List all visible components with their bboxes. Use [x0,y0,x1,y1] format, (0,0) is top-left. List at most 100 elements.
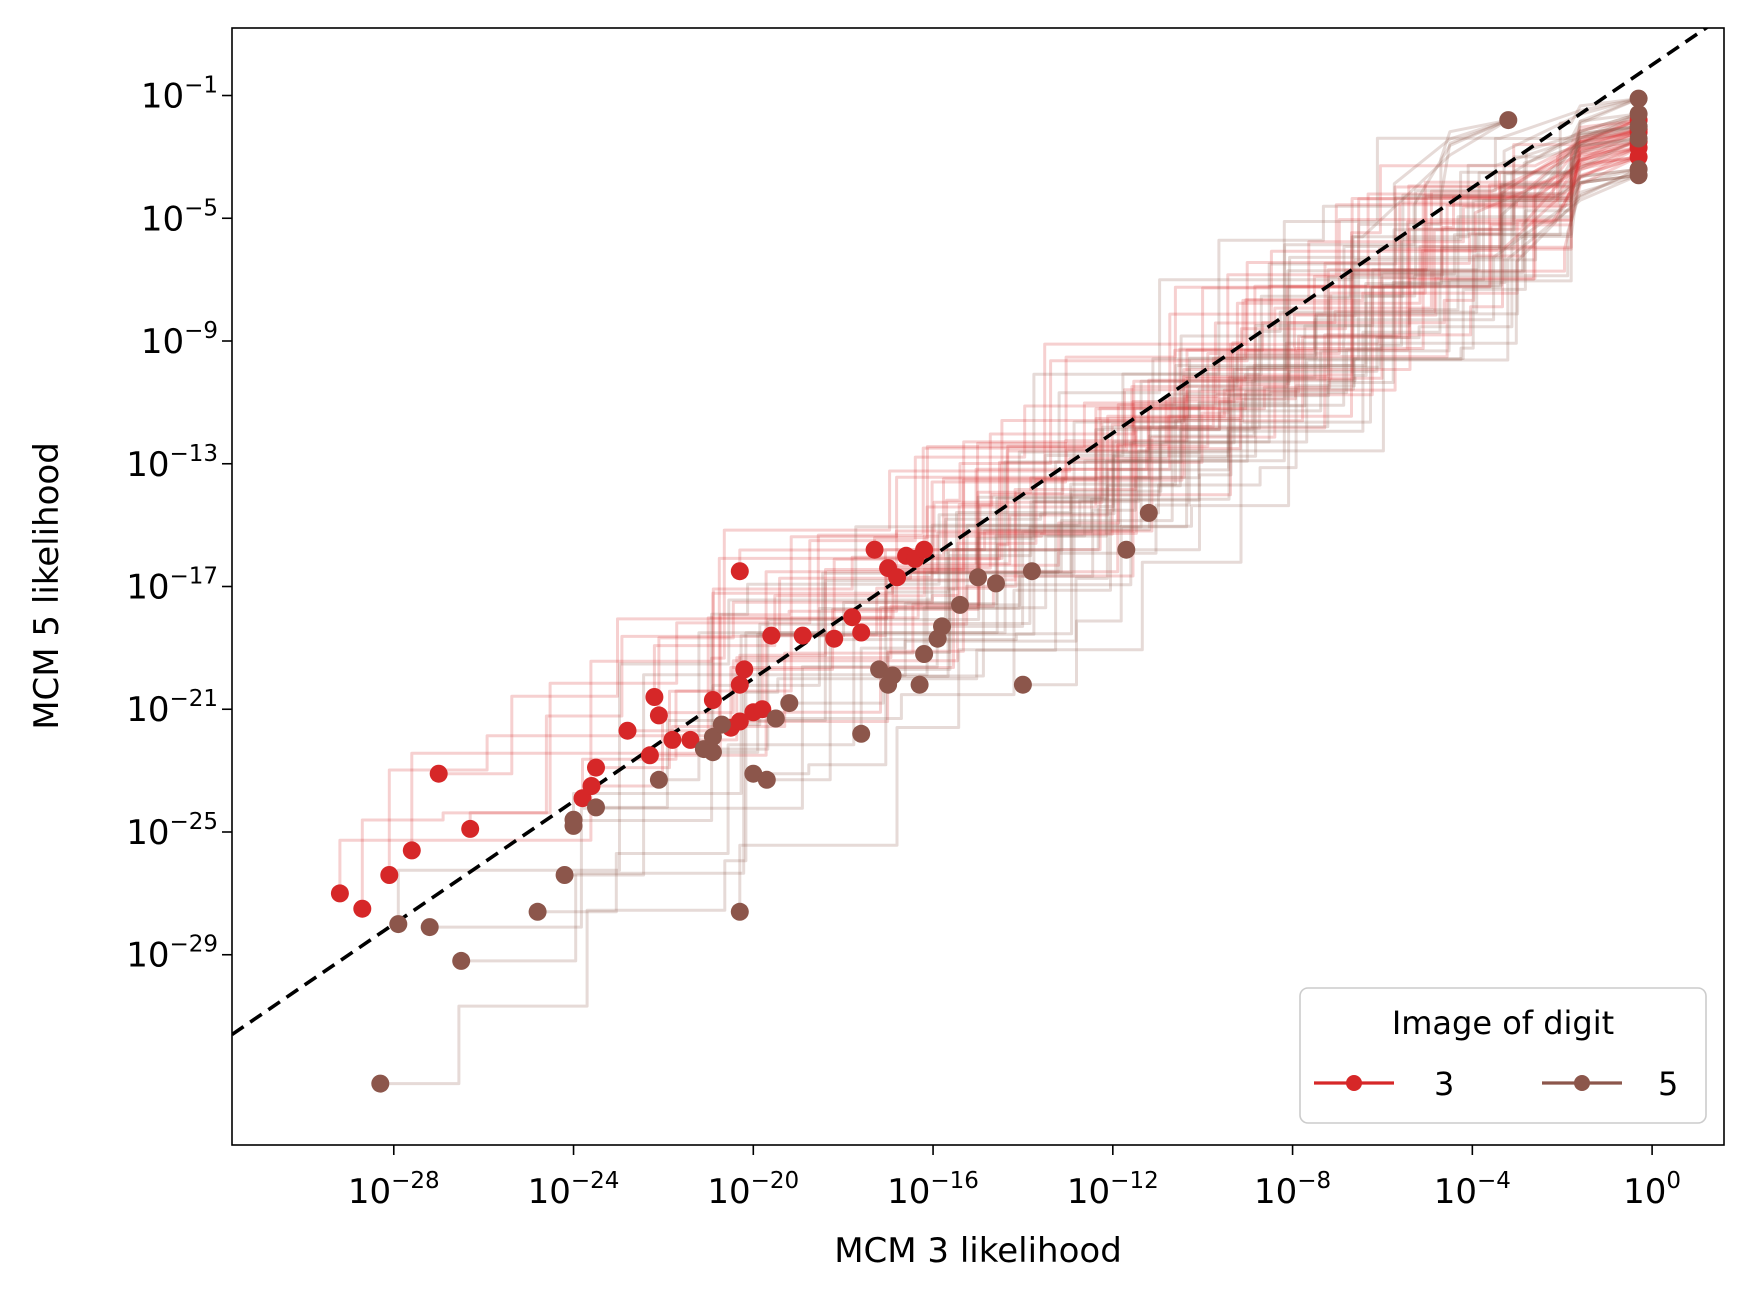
y-tick-label: 10−1 [141,73,218,117]
trajectory-line-series-5 [892,97,1639,677]
trajectory-line-series-3 [760,118,1639,710]
start-point-series-3 [640,746,659,765]
trajectory-line-series-5 [396,97,1639,925]
start-point-series-3 [461,819,480,838]
legend: Image of digit 3 5 [1299,987,1707,1124]
trajectory-line-series-3 [438,140,1640,776]
start-point-series-5 [528,902,547,921]
end-point-series-5 [1629,104,1648,123]
trajectory-line-series-3 [670,146,1640,740]
trajectory-line-series-5 [738,124,1640,912]
trajectory-line-series-3 [738,118,1640,572]
trajectory-line-series-3 [690,155,1640,742]
trajectory-line-series-3 [596,155,1639,770]
start-point-series-3 [843,608,862,627]
start-point-series-5 [969,568,987,587]
start-point-series-3 [645,688,664,706]
trajectory-line-series-5 [775,112,1640,720]
legend-entry-5: 5 [1542,1065,1678,1103]
trajectory-line-series-3 [859,155,1640,633]
trajectory-line-series-5 [1148,173,1639,515]
start-point-series-5 [564,816,583,835]
y-tick-label: 10−17 [126,564,218,608]
trajectory-line-series-3 [649,140,1640,757]
start-point-series-5 [420,918,439,937]
start-point-series-3 [380,866,399,884]
start-point-series-3 [649,706,668,725]
start-point-series-5 [730,902,749,921]
x-tick-label: 10−28 [348,1168,440,1212]
trajectory-line-series-5 [537,167,1640,914]
start-point-series-5 [951,595,969,614]
trajectory-line-series-3 [627,118,1640,733]
legend-box [1299,987,1707,1124]
trajectory-line-series-3 [922,155,1639,550]
start-point-series-5 [883,666,902,685]
trajectory-line-series-5 [1031,124,1639,573]
start-point-series-5 [780,694,799,713]
trajectory-line-series-3 [753,155,1640,714]
trajectory-line-series-3 [852,146,1640,619]
legend-title: Image of digit [1392,1004,1614,1042]
y-axis-ticks: 10−1 10−5 10−9 10−13 10−17 10−21 10−25 10−29 [126,73,232,976]
start-point-series-5 [766,709,785,728]
x-tick-label: 100 [1623,1168,1681,1212]
start-point-series-3 [587,758,605,777]
trajectory-line-series-3 [906,130,1640,558]
trajectory-line-series-5 [703,124,1639,751]
trajectory-line-series-5 [937,167,1639,641]
trajectory-line-series-3 [738,127,1639,685]
trajectory-line-series-5 [879,137,1639,671]
start-point-series-5 [555,866,574,884]
start-point-series-5 [703,743,722,762]
start-point-series-3 [735,660,754,679]
trajectory-line-series-5 [976,118,1509,578]
start-point-series-5 [587,798,605,817]
end-point-series-5 [1629,166,1648,185]
trajectory-line-series-5 [1022,112,1640,687]
trajectory-line-series-3 [387,155,1639,875]
data-points [330,89,1648,1093]
x-tick-label: 10−12 [1067,1168,1159,1212]
end-point-series-3 [1629,147,1648,166]
end-point-series-5 [1629,129,1648,148]
trajectory-line-series-5 [1126,167,1639,552]
start-point-series-3 [703,691,722,709]
start-point-series-5 [712,715,731,734]
trajectory-line-series-3 [729,140,1640,728]
x-tick-label: 10−16 [887,1168,979,1212]
trajectory-line-series-3 [468,127,1640,829]
x-tick-label: 10−20 [707,1168,799,1212]
start-point-series-3 [663,730,682,749]
start-point-series-3 [730,562,749,581]
legend-marker-5 [1574,1075,1590,1091]
trajectory-line-series-3 [652,127,1639,697]
y-tick-label: 10−5 [141,195,218,239]
legend-label-3: 3 [1434,1065,1454,1103]
start-point-series-5 [1117,540,1136,559]
reference-diagonal-line [232,28,1710,1037]
start-point-series-5 [371,1074,390,1093]
start-point-series-5 [1139,503,1158,522]
start-point-series-3 [753,700,772,719]
y-tick-label: 10−29 [126,932,218,976]
x-tick-label: 10−4 [1434,1168,1511,1212]
start-point-series-5 [757,770,776,789]
start-point-series-3 [429,764,448,783]
trajectory-line-series-3 [591,146,1639,788]
trajectory-line-series-5 [596,97,1639,809]
start-point-series-3 [681,730,700,749]
y-axis-label: MCM 5 likelihood [27,442,67,730]
start-point-series-5 [1022,562,1041,581]
trajectory-line-series-3 [581,130,1640,799]
legend-marker-3 [1346,1075,1362,1091]
start-point-series-3 [582,777,601,795]
y-tick-label: 10−21 [126,686,218,730]
start-point-series-3 [915,540,934,559]
start-point-series-5 [910,675,929,694]
end-point-series-5 [1629,117,1648,136]
start-point-series-5 [987,574,1005,593]
trajectory-line-series-5 [564,173,1640,877]
